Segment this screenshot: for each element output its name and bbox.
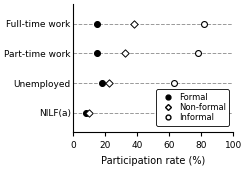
Point [95,52,99,55]
Point [84,112,88,114]
Point [132,22,136,25]
Point [172,82,176,84]
Point [202,22,206,25]
Point [123,52,126,55]
Point [100,82,104,84]
Point [196,52,200,55]
Point [172,112,176,114]
X-axis label: Participation rate (%): Participation rate (%) [101,156,205,166]
Legend: Formal, Non-formal, Informal: Formal, Non-formal, Informal [156,89,229,125]
Point [95,22,99,25]
Point [107,82,110,84]
Point [87,112,91,114]
